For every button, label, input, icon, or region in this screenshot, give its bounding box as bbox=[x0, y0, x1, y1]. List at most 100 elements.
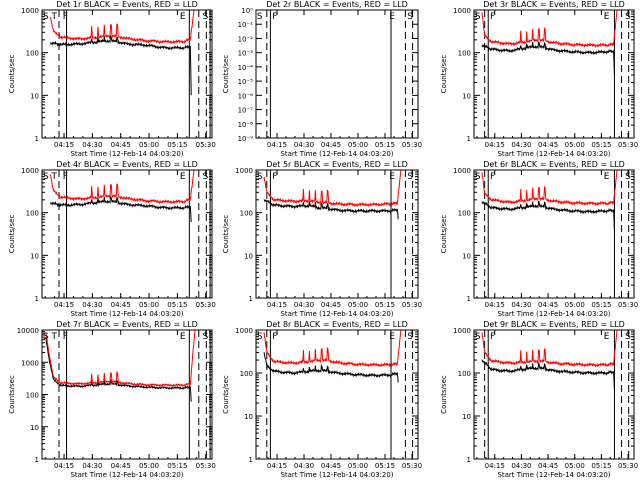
series-line-lld bbox=[50, 170, 195, 205]
flag-letter: E bbox=[389, 332, 395, 342]
y-tick-label: 1000 bbox=[21, 167, 39, 175]
x-tick-label: 05:30 bbox=[402, 141, 422, 149]
x-tick-label: 04:30 bbox=[511, 462, 531, 470]
flag-letter: T bbox=[50, 12, 57, 22]
plot-frame bbox=[473, 9, 635, 139]
y-tick-label: 100 bbox=[26, 210, 39, 218]
flag-letter: E bbox=[389, 12, 395, 22]
x-axis-label: Start Time (12-Feb-14 04:03:20) bbox=[497, 310, 610, 318]
series-line-events bbox=[263, 199, 399, 220]
flag-letter: F bbox=[490, 172, 495, 182]
x-tick-label: 05:30 bbox=[196, 141, 216, 149]
y-tick-label: 1 bbox=[467, 456, 471, 464]
x-tick-label: 05:15 bbox=[591, 141, 611, 149]
series-line-lld bbox=[481, 330, 618, 368]
flag-letter: F bbox=[63, 332, 68, 342]
x-tick-label: 04:30 bbox=[511, 141, 531, 149]
x-axis-label: Start Time (12-Feb-14 04:03:20) bbox=[70, 471, 183, 479]
plot-data-area bbox=[50, 10, 211, 138]
series-line-events bbox=[481, 41, 615, 76]
flag-letter: F bbox=[272, 332, 277, 342]
flag-letter: F bbox=[272, 172, 277, 182]
x-tick-label: 04:45 bbox=[538, 301, 558, 309]
plot-data-area bbox=[263, 330, 414, 459]
x-axis-label: Start Time (12-Feb-14 04:03:20) bbox=[280, 471, 393, 479]
x-tick-label: 05:15 bbox=[167, 462, 187, 470]
x-tick-label: 04:45 bbox=[321, 462, 341, 470]
flag-letter: S bbox=[475, 12, 481, 22]
x-tick-label: 05:00 bbox=[348, 462, 368, 470]
y-tick-label: 1 bbox=[467, 295, 471, 303]
x-tick-label: 05:15 bbox=[167, 301, 187, 309]
x-tick-label: 05:15 bbox=[591, 301, 611, 309]
panel-det-8: Det 8r BLACK = Events, RED = LLD 1 10 100 10… bbox=[222, 320, 422, 479]
x-tick-label: 04:45 bbox=[321, 141, 341, 149]
flag-letter: S bbox=[257, 332, 263, 342]
y-tick-label: 10⁻⁸ bbox=[238, 121, 254, 129]
flag-letter: T bbox=[50, 332, 57, 342]
x-tick-label: 04:30 bbox=[82, 141, 102, 149]
y-axis-label: Counts/sec bbox=[8, 375, 16, 414]
flag-letter: S bbox=[475, 172, 481, 182]
y-tick-label: 100 bbox=[26, 392, 39, 400]
y-tick-label: 10 bbox=[30, 424, 39, 432]
x-tick-label: 05:00 bbox=[348, 301, 368, 309]
y-tick-label: 10⁻⁹ bbox=[238, 135, 254, 143]
x-tick-label: 04:45 bbox=[538, 462, 558, 470]
x-tick-label: 05:15 bbox=[375, 141, 395, 149]
panel-det-6: Det 6r BLACK = Events, RED = LLD 1 10 100 10… bbox=[440, 160, 638, 318]
y-tick-label: 10⁰ bbox=[241, 7, 253, 15]
x-tick-label: 04:15 bbox=[267, 301, 287, 309]
y-axis-label: Counts/sec bbox=[8, 215, 16, 254]
panel-det-1: Det 1r BLACK = Events, RED = LLD 1 10 100 10… bbox=[8, 0, 216, 158]
flag-letter: S bbox=[407, 172, 413, 182]
panel-title: Det 7r BLACK = Events, RED = LLD bbox=[56, 320, 198, 329]
flag-letter: T bbox=[50, 172, 57, 182]
x-tick-label: 04:15 bbox=[485, 141, 505, 149]
flag-letter: E bbox=[389, 172, 395, 182]
x-tick-label: 05:00 bbox=[565, 301, 585, 309]
y-tick-label: 1000 bbox=[453, 7, 471, 15]
x-tick-label: 05:30 bbox=[618, 301, 638, 309]
x-tick-label: 04:30 bbox=[82, 462, 102, 470]
plot-frame bbox=[473, 329, 635, 460]
flag-letter: F bbox=[490, 12, 495, 22]
series-line-lld bbox=[481, 10, 618, 49]
series-line-lld bbox=[263, 170, 402, 208]
y-tick-label: 10000 bbox=[17, 327, 39, 335]
x-axis-label: Start Time (12-Feb-14 04:03:20) bbox=[70, 310, 183, 318]
x-tick-label: 04:45 bbox=[538, 141, 558, 149]
y-tick-label: 1 bbox=[249, 295, 253, 303]
series-line-lld bbox=[50, 10, 195, 45]
panel-title: Det 6r BLACK = Events, RED = LLD bbox=[483, 160, 625, 169]
panel-det-7: Det 7r BLACK = Events, RED = LLD 1 10 100 10… bbox=[8, 320, 216, 479]
x-tick-label: 05:30 bbox=[196, 462, 216, 470]
y-tick-label: 10 bbox=[462, 252, 471, 260]
x-tick-label: 04:45 bbox=[111, 141, 131, 149]
x-tick-label: 05:15 bbox=[375, 301, 395, 309]
plot-frame bbox=[41, 329, 213, 460]
x-tick-label: 05:30 bbox=[196, 301, 216, 309]
x-tick-label: 04:30 bbox=[294, 301, 314, 309]
flag-letter: S bbox=[475, 332, 481, 342]
flag-letter: S bbox=[257, 12, 263, 22]
y-tick-label: 10 bbox=[244, 413, 253, 421]
x-tick-label: 05:15 bbox=[167, 141, 187, 149]
y-tick-label: 10 bbox=[30, 252, 39, 260]
series-line-lld bbox=[481, 170, 618, 207]
x-tick-label: 04:45 bbox=[111, 301, 131, 309]
y-tick-label: 10 bbox=[244, 252, 253, 260]
x-axis-label: Start Time (12-Feb-14 04:03:20) bbox=[497, 150, 610, 158]
flag-letter: E bbox=[180, 172, 186, 182]
plot-data-area bbox=[50, 170, 211, 298]
series-line-lld bbox=[263, 330, 402, 368]
y-tick-label: 1000 bbox=[235, 327, 253, 335]
x-tick-label: 04:15 bbox=[485, 301, 505, 309]
panel-det-5: Det 5r BLACK = Events, RED = LLD 1 10 100 10… bbox=[222, 160, 422, 318]
flag-letter: S bbox=[407, 12, 413, 22]
y-tick-label: 10⁻⁵ bbox=[238, 78, 254, 86]
y-tick-label: 1 bbox=[249, 456, 253, 464]
x-axis-label: Start Time (12-Feb-14 04:03:20) bbox=[497, 471, 610, 479]
plot-frame bbox=[473, 169, 635, 299]
